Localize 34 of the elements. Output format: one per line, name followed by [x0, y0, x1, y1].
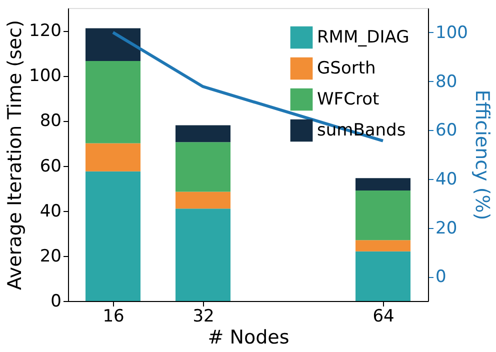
bar — [176, 208, 230, 301]
y-tick-label: 100 — [29, 66, 62, 86]
legend-label: RMM_DIAG — [317, 28, 410, 48]
y2-tick-label: 100 — [436, 22, 468, 43]
bar — [356, 190, 410, 240]
y2-tick-label: 20 — [436, 218, 458, 238]
legend-label: WFCrot — [317, 90, 380, 110]
y-axis-title: Average Iteration Time (sec) — [4, 20, 26, 290]
bar — [86, 28, 140, 61]
bar — [86, 143, 140, 172]
y2-tick-label: 40 — [436, 169, 458, 190]
x-axis-title: # Nodes — [208, 326, 290, 348]
y-tick-label: 40 — [40, 201, 62, 222]
bar — [356, 240, 410, 252]
x-tick-label: 32 — [192, 306, 214, 326]
y2-tick-label: 0 — [436, 267, 446, 288]
y2-axis-title: Efficiency (%) — [470, 90, 493, 220]
x-tick-label: 64 — [372, 306, 394, 326]
y2-tick-label: 80 — [436, 72, 458, 92]
y-tick-label: 20 — [40, 246, 62, 266]
bar — [176, 125, 230, 142]
bar — [86, 171, 140, 301]
y2-tick-label: 60 — [436, 120, 458, 141]
bar — [86, 60, 140, 144]
y-tick-label: 60 — [40, 156, 62, 176]
y-tick-label: 80 — [40, 111, 62, 132]
y-tick-label: 0 — [50, 292, 62, 312]
bar — [356, 178, 410, 191]
x-tick-label: 16 — [102, 306, 124, 326]
bar — [176, 142, 230, 192]
bar — [176, 192, 230, 209]
bar — [356, 251, 410, 301]
legend-label: GSorth — [317, 58, 376, 78]
y-tick-label: 120 — [29, 21, 62, 42]
